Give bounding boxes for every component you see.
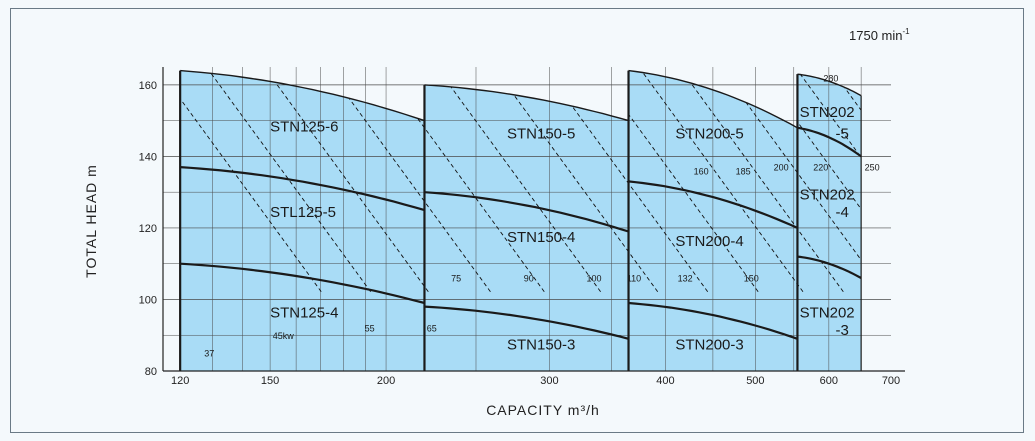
tick-labels: 80 100 120 140 160 120 150 200 300 400 500 600 700	[139, 80, 901, 387]
power-label: 45kw	[273, 331, 295, 341]
curve-STN125-5	[180, 166, 425, 212]
power-label: 110	[627, 274, 641, 284]
power-line	[695, 70, 862, 295]
y-tick-label: 120	[139, 223, 157, 235]
curve-STN125-6	[180, 69, 425, 122]
x-tick-label: 200	[377, 375, 395, 387]
model-label: STN150-3	[507, 337, 575, 354]
power-labels: 37 45kw 55 65 75 90 100 110 132 150 160 185 200 220 25…	[204, 73, 879, 358]
model-label: STN202	[800, 304, 855, 321]
model-label: STN202	[800, 104, 855, 121]
model-label: STN150-4	[507, 229, 575, 246]
power-label: 250	[865, 163, 880, 173]
power-line	[301, 70, 493, 295]
curve-STN202-4	[797, 255, 862, 279]
curve-STN150-3	[424, 305, 629, 340]
curve-STN200-4	[628, 180, 798, 229]
x-tick-label: 500	[746, 375, 764, 387]
model-label: STN200-4	[675, 233, 743, 250]
curve-STN200-5	[628, 69, 798, 129]
curve-STN125-4	[180, 262, 425, 305]
model-label: -3	[836, 322, 849, 339]
model-label: STN125-6	[270, 118, 338, 135]
x-tick-label: 120	[171, 375, 189, 387]
power-line	[182, 70, 373, 295]
x-tick-label: 300	[540, 375, 558, 387]
x-tick-label: 600	[820, 375, 838, 387]
stage-curves	[179, 69, 862, 371]
power-label: 220	[813, 163, 828, 173]
chart-frame: STN125-6 STL125-5 STN125-4 STN150-5 STN150-4…	[10, 8, 1024, 433]
power-line	[732, 70, 862, 295]
power-line	[654, 70, 846, 295]
speed-label: 1750 min-1	[849, 27, 910, 43]
model-label: STN125-4	[270, 304, 338, 321]
curve-STN150-5	[424, 84, 629, 122]
power-line	[614, 70, 806, 295]
model-label: -4	[836, 204, 849, 221]
power-label: 37	[204, 349, 214, 359]
power-label: 65	[427, 324, 437, 334]
power-label: 100	[586, 274, 601, 284]
curve-STN150-4	[424, 191, 629, 233]
grid-lines	[163, 67, 891, 372]
y-tick-label: 160	[139, 80, 157, 92]
model-labels: STN125-6 STL125-5 STN125-4 STN150-5 STN150-4…	[270, 104, 855, 353]
curve-STN202-5	[797, 73, 862, 97]
power-label: 55	[365, 324, 375, 334]
power-line	[180, 70, 324, 295]
x-tick-label: 400	[656, 375, 674, 387]
model-label: STN202	[800, 186, 855, 203]
power-label: 185	[736, 166, 751, 176]
y-tick-label: 80	[145, 366, 157, 378]
power-line	[239, 70, 431, 295]
power-label: 132	[678, 274, 693, 284]
power-line	[355, 70, 547, 295]
power-label: 75	[451, 274, 461, 284]
power-line	[412, 70, 603, 295]
model-label: STN200-5	[675, 126, 743, 143]
axes	[162, 67, 905, 372]
curve-STN202-5	[797, 126, 862, 158]
y-tick-label: 100	[139, 294, 157, 306]
power-label: 280	[823, 73, 838, 83]
power-label: 160	[694, 166, 709, 176]
y-axis-title: TOTAL HEAD m	[83, 164, 99, 278]
power-label: 200	[774, 163, 789, 173]
pump-performance-chart: STN125-6 STL125-5 STN125-4 STN150-5 STN150-4…	[83, 27, 910, 418]
model-label: STN200-3	[675, 337, 743, 354]
power-line	[519, 70, 710, 295]
power-label: 150	[744, 274, 759, 284]
y-tick-label: 140	[139, 151, 157, 163]
model-label: -5	[836, 126, 849, 143]
region-STN125	[180, 70, 425, 371]
x-tick-label: 150	[261, 375, 279, 387]
x-tick-label: 700	[882, 375, 900, 387]
region-STN202	[797, 74, 862, 371]
power-label: 90	[524, 274, 534, 284]
power-line	[569, 70, 761, 295]
x-axis-title: CAPACITY m³/h	[486, 402, 600, 418]
curve-STN200-3	[628, 301, 798, 340]
model-label: STL125-5	[270, 204, 336, 221]
model-label: STN150-5	[507, 126, 575, 143]
